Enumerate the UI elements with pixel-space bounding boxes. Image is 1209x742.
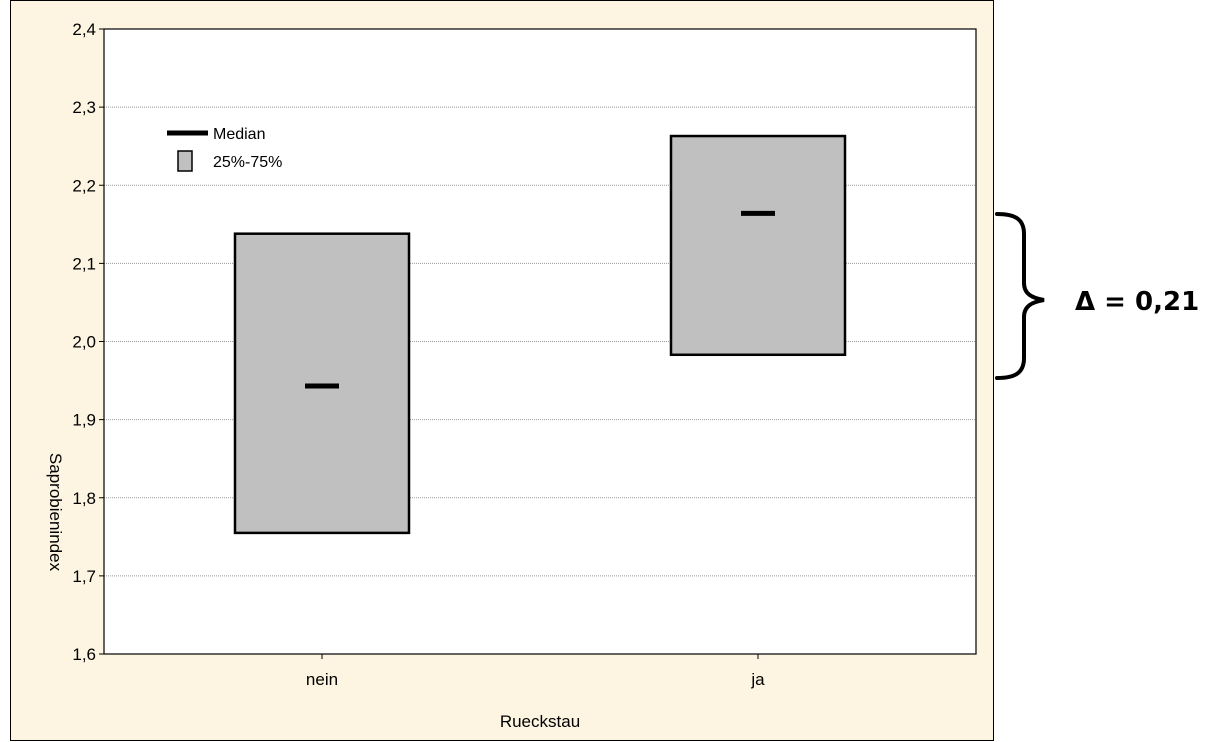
legend-median-label: Median xyxy=(213,126,265,143)
x-axis: nein ja xyxy=(306,654,765,689)
legend: Median 25%-75% xyxy=(167,126,282,172)
x-tick-label: ja xyxy=(750,670,765,689)
y-tick-label: 1,9 xyxy=(72,411,96,430)
x-axis-title: Rueckstau xyxy=(500,712,580,731)
y-tick-label: 2,4 xyxy=(72,20,96,39)
y-tick-label: 1,8 xyxy=(72,489,96,508)
box-nein xyxy=(233,232,411,535)
y-tick-label: 2,0 xyxy=(72,333,96,352)
y-tick-label: 1,7 xyxy=(72,567,96,586)
x-tick-label: nein xyxy=(306,670,338,689)
y-axis-title: Saprobienindex xyxy=(46,453,65,572)
y-tick-label: 1,6 xyxy=(72,645,96,664)
box-ja xyxy=(669,134,847,357)
y-tick-label: 2,1 xyxy=(72,254,96,273)
legend-box-label: 25%-75% xyxy=(213,154,282,171)
y-tick-label: 2,3 xyxy=(72,98,96,117)
delta-annotation: Δ = 0,21 xyxy=(1075,287,1199,317)
legend-box-swatch xyxy=(177,150,193,172)
y-axis: 1,6 1,7 1,8 1,9 2,0 2,1 2,2 2,3 2,4 xyxy=(72,20,104,664)
delta-brace xyxy=(995,212,1045,380)
y-tick-label: 2,2 xyxy=(72,176,96,195)
box-series xyxy=(233,134,847,535)
